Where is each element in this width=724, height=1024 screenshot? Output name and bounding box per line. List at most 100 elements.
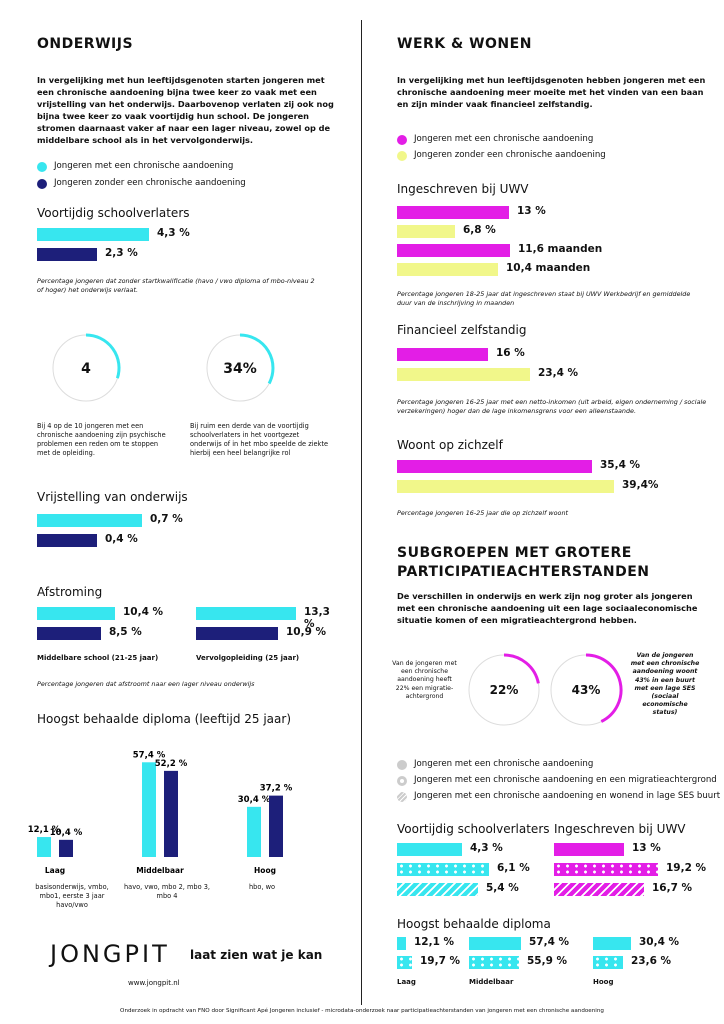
diploma-label-1-0: 57,4 %: [133, 750, 166, 760]
subgroepen-intro: De verschillen in onderwijs en werk zijn…: [397, 591, 698, 625]
onderwijs-title: ONDERWIJS: [37, 36, 134, 52]
afstroming-label-0-0: 10,4 %: [123, 606, 164, 618]
bar-0: [37, 228, 149, 241]
financieel-chart: 16 % 23,4 %: [397, 347, 717, 388]
bar-label-1: 0,4 %: [105, 533, 138, 545]
sub-diploma-cat-1: Middelbaar: [469, 978, 514, 986]
column-divider: [361, 20, 362, 1005]
diploma-sub-laag: basisonderwijs, vmbo, mbo1, eerste 3 jaa…: [35, 883, 109, 909]
ring-43-percent: [550, 653, 623, 726]
schoolverlaters-chart: 4,3 % 2,3 %: [37, 227, 337, 268]
sub-legend-solid-dot: [397, 760, 407, 770]
legend-cyan-dot: [37, 162, 47, 172]
legend-without-label: Jongeren zonder een chronische aandoenin…: [54, 178, 246, 188]
diploma-bar-2-0: [247, 806, 261, 857]
diploma-cat-1: Middelbaar: [136, 866, 184, 875]
schoolverlaters-note: Percentage jongeren dat zonder startkwal…: [37, 277, 315, 294]
afstroming-bar-1-0: [196, 607, 296, 620]
diploma-bar-0-0: [37, 837, 51, 857]
sub-ring2-value: 43%: [571, 683, 601, 697]
sub-ring1-value: 22%: [489, 683, 519, 697]
bar-label-1: 2,3 %: [105, 247, 138, 259]
bar-1: [397, 368, 530, 381]
afstroming-label-1-1: 10,9 %: [286, 626, 327, 638]
bar-1: [37, 248, 97, 261]
uwv-title: Ingeschreven bij UWV: [397, 182, 529, 196]
afstroming-label-0-1: 8,5 %: [109, 626, 142, 638]
ring-4-of-10: [52, 333, 121, 402]
woont-chart: 35,4 % 39,4%: [397, 459, 717, 500]
sub-school-title: Voortijdig schoolverlaters: [397, 822, 550, 836]
diploma-sub-middelbaar: havo, vwo, mbo 2, mbo 3, mbo 4: [123, 883, 211, 900]
uwv-bar-3: [397, 263, 498, 276]
afstroming-title: Afstroming: [37, 585, 103, 599]
sub-uwv-chart: 13 % 19,2 % 16,7 %: [554, 842, 714, 903]
sub-diploma-bar-0-0: [397, 937, 406, 950]
sub-diploma-bar-2-1: [593, 956, 623, 969]
vrijstelling-title: Vrijstelling van onderwijs: [37, 490, 188, 504]
uwv-bar-0: [397, 206, 509, 219]
sub-diploma-label-2-0: 30,4 %: [639, 936, 680, 948]
sub-legend-3: Jongeren met een chronische aandoening e…: [414, 791, 721, 801]
ring-22-percent: [468, 653, 540, 726]
bar-label-0: 0,7 %: [150, 513, 183, 525]
ring1-text: Bij 4 op de 10 jongeren met een chronisc…: [37, 422, 166, 457]
sub-legend-dotted-dot: [397, 776, 407, 786]
woont-note: Percentage jongeren 16-25 jaar die op zi…: [397, 509, 569, 517]
sub-diploma-bar-1-0: [469, 937, 521, 950]
woont-title: Woont op zichzelf: [397, 438, 503, 452]
uwv-chart: 13 % 6,8 % 11,6 maanden 10,4 maanden: [397, 205, 717, 286]
legend-with-label: Jongeren met een chronische aandoening: [54, 161, 234, 171]
website-url[interactable]: www.jongpit.nl: [128, 979, 180, 987]
bar-label-0: 16 %: [496, 347, 525, 359]
afstroming-group1: Middelbare school (21-25 jaar): [37, 654, 159, 662]
diploma-chart: 12,1 %10,4 % Laag 57,4 %52,2 % Middelbaar 30…: [28, 750, 293, 875]
sub-diploma-cat-2: Hoog: [593, 978, 614, 986]
ring-34-percent: [206, 333, 275, 402]
diploma-label-0-1: 10,4 %: [50, 828, 83, 838]
afstroming-label-1-0: 13,3 %: [304, 606, 330, 630]
sub-diploma-chart: 12,1 % 19,7 % Laag 57,4 % 55,9 % Middelbaar 30…: [397, 936, 717, 992]
sub-school-label-1: 6,1 %: [497, 862, 530, 874]
sub-school-bar-1: [397, 863, 489, 876]
bar-label-0: 35,4 %: [600, 459, 641, 471]
financieel-note: Percentage jongeren 16-25 jaar met een n…: [397, 398, 707, 415]
bar-0: [397, 348, 488, 361]
sub-school-label-0: 4,3 %: [470, 842, 503, 854]
diploma-cat-0: Laag: [45, 866, 65, 875]
sub-diploma-label-1-0: 57,4 %: [529, 936, 570, 948]
uwv-note: Percentage jongeren 18-25 jaar dat inges…: [397, 290, 691, 307]
diploma-label-1-1: 52,2 %: [155, 759, 188, 769]
diploma-bar-2-1: [269, 795, 283, 857]
legend-navy-dot: [37, 179, 47, 189]
sub-diploma-label-2-1: 23,6 %: [631, 955, 672, 967]
legend-yellow-dot: [397, 151, 407, 161]
sub-legend-2: Jongeren met een chronische aandoening e…: [414, 775, 717, 785]
sub-uwv-bar-0: [554, 843, 624, 856]
sub-legend-1: Jongeren met een chronische aandoening: [414, 759, 594, 769]
financieel-title: Financieel zelfstandig: [397, 323, 527, 337]
sub-uwv-bar-1: [554, 863, 658, 876]
diploma-bar-0-1: [59, 839, 73, 857]
uwv-label-3: 10,4 maanden: [506, 262, 591, 274]
sub-uwv-label-1: 19,2 %: [666, 862, 707, 874]
sub-diploma-label-0-0: 12,1 %: [414, 936, 455, 948]
bar-0: [37, 514, 142, 527]
sub-school-label-2: 5,4 %: [486, 882, 519, 894]
sub-diploma-bar-1-1: [469, 956, 519, 969]
onderwijs-intro: In vergelijking met hun leeftijdsgenoten…: [37, 75, 334, 145]
afstroming-group2: Vervolgopleiding (25 jaar): [196, 654, 300, 662]
subgroepen-title-2: PARTICIPATIEACHTERSTANDEN: [397, 564, 650, 580]
tagline: laat zien wat je kan: [190, 948, 323, 962]
sub-uwv-title: Ingeschreven bij UWV: [554, 822, 686, 836]
footer-credit: Onderzoek in opdracht van FNO door Signi…: [120, 1008, 604, 1014]
bar-0: [397, 460, 592, 473]
uwv-label-2: 11,6 maanden: [518, 243, 603, 255]
sub-school-bar-2: [397, 883, 478, 896]
uwv-label-1: 6,8 %: [463, 224, 496, 236]
sub-school-chart: 4,3 % 6,1 % 5,4 %: [397, 842, 547, 903]
bar-label-1: 23,4 %: [538, 367, 579, 379]
sub-uwv-label-2: 16,7 %: [652, 882, 693, 894]
legend-right-without: Jongeren zonder een chronische aandoenin…: [414, 150, 606, 160]
diploma-label-0-0: 12,1 %: [28, 825, 61, 835]
